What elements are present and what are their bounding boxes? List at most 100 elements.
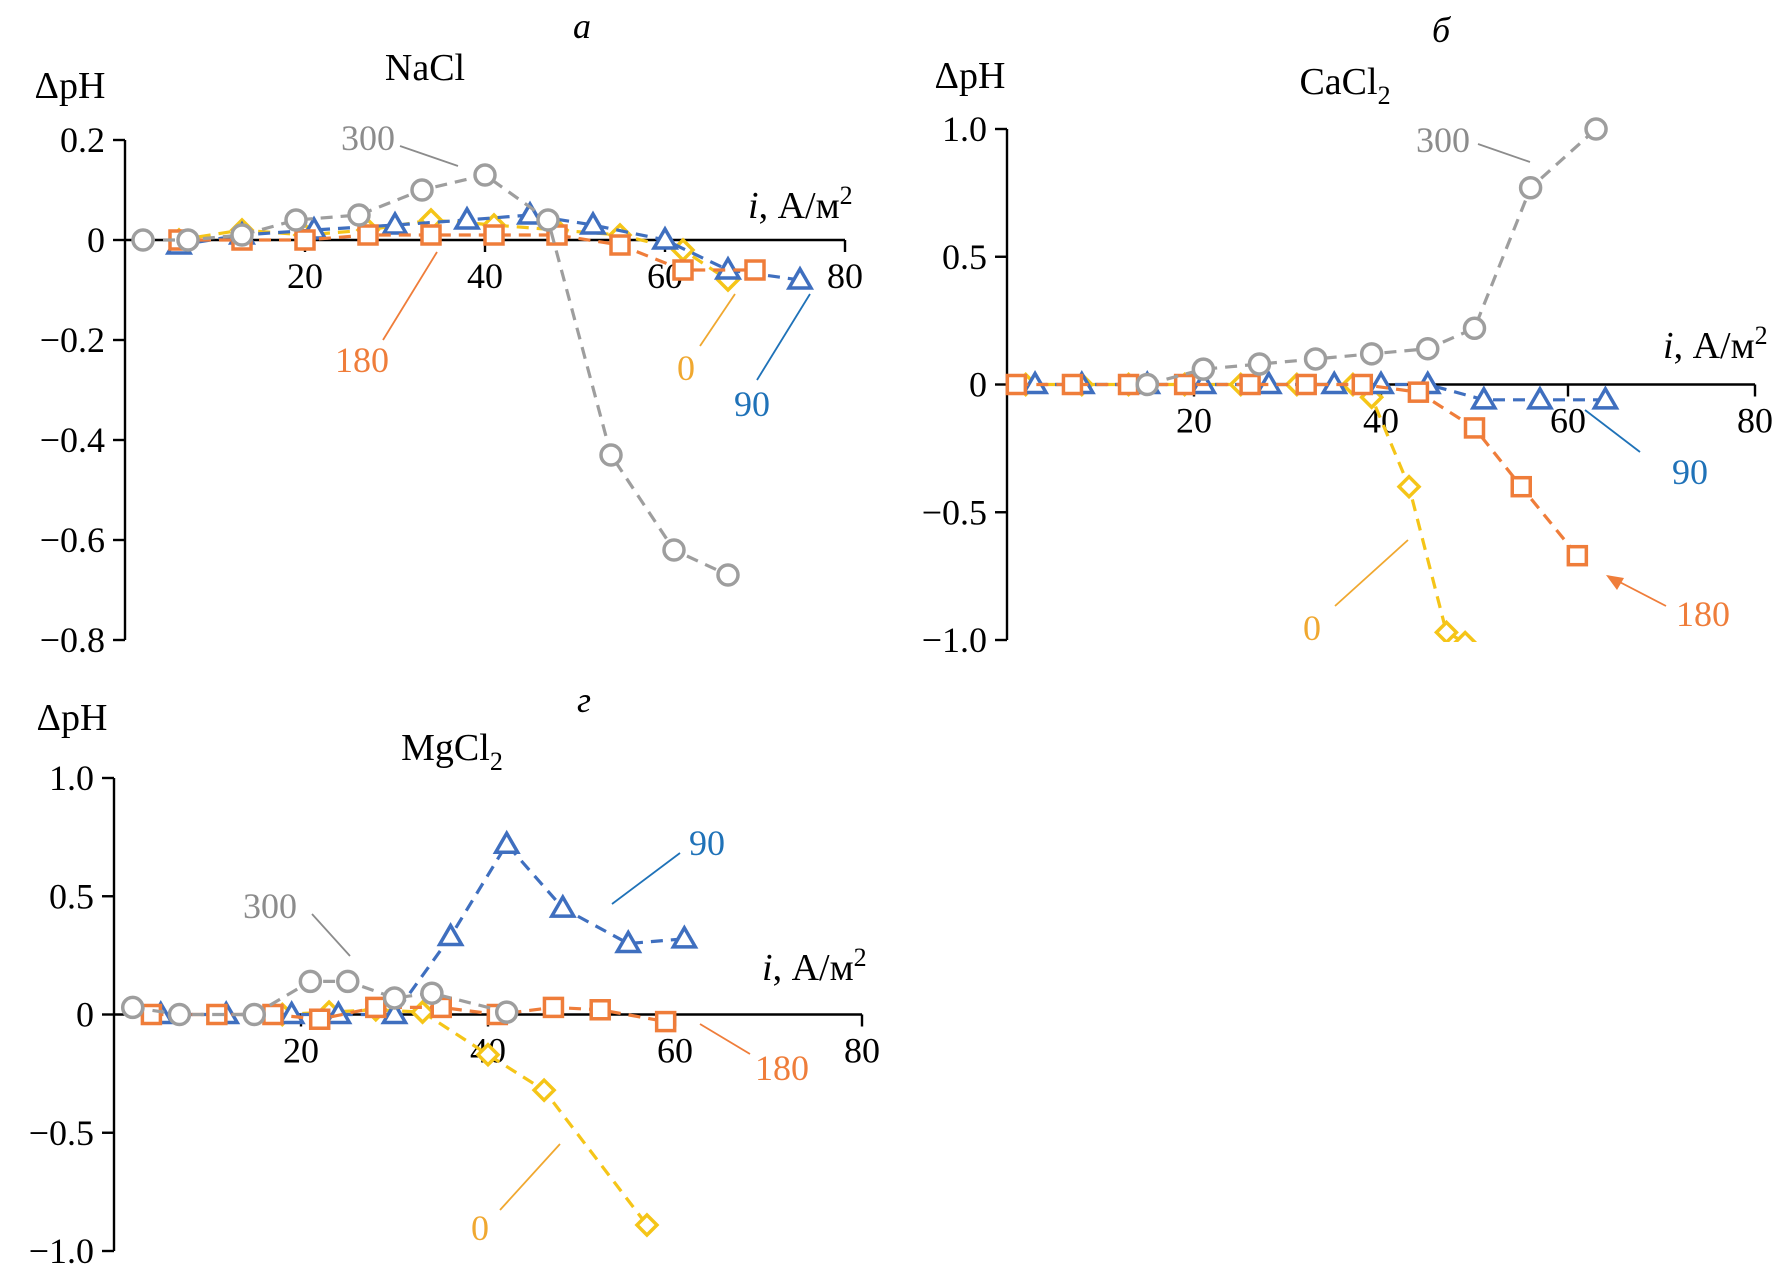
- x-axis-label: i, А/м2: [762, 943, 867, 989]
- panel-title: CaCl2: [1299, 61, 1390, 110]
- data-point-300: [1191, 357, 1216, 381]
- data-point-180: [308, 1008, 331, 1030]
- series-300: [131, 163, 740, 587]
- data-point-180: [1173, 373, 1196, 396]
- series-300: [1135, 117, 1608, 397]
- panel-letter: г: [577, 680, 591, 720]
- y-tick-label: −0.6: [40, 520, 105, 560]
- data-point-180: [483, 224, 505, 246]
- series-layer: [1005, 117, 1620, 642]
- series-180: [1005, 373, 1589, 567]
- data-point-300: [298, 969, 323, 994]
- data-point-300: [494, 1000, 519, 1024]
- y-tick-label: −1.0: [922, 620, 987, 660]
- y-tick-label: 1.0: [49, 758, 94, 798]
- data-point-90: [515, 200, 545, 225]
- x-tick-label: 20: [283, 1031, 319, 1071]
- data-point-300: [347, 203, 371, 227]
- annotation-label: 90: [689, 823, 725, 863]
- panel-b-cacl2: б CaCl2 ΔpH i, А/м2 1.0 0.5 0 −0.5 −1.0 20 40 6…: [922, 10, 1773, 660]
- data-point-90: [614, 929, 643, 954]
- annotation-label: 90: [1672, 452, 1708, 492]
- data-point-0: [1396, 474, 1422, 500]
- annotation-leader: [1334, 539, 1409, 607]
- annotation-label: 0: [1303, 608, 1321, 648]
- data-point-0: [1433, 619, 1459, 642]
- annotation-label: 300: [243, 886, 297, 926]
- data-point-90: [380, 210, 410, 235]
- data-point-180: [262, 1003, 284, 1026]
- data-point-180: [294, 229, 316, 251]
- x-tick-label: 40: [467, 256, 503, 296]
- x-tick-label: 40: [1363, 401, 1399, 441]
- data-point-90: [436, 921, 465, 947]
- data-point-300: [1359, 342, 1384, 366]
- x-tick-label: 20: [1176, 401, 1212, 441]
- data-point-90: [1591, 385, 1620, 410]
- series-line-0: [1025, 382, 1466, 642]
- data-point-300: [599, 443, 623, 467]
- data-point-180: [357, 224, 379, 246]
- annotation-label: 180: [335, 340, 389, 380]
- series-layer: [120, 829, 699, 1238]
- panel-g-mgcl2: г MgCl2 ΔpH i, А/м2 1.00.50−0.5−1.020406…: [29, 680, 880, 1271]
- annotation-leader: [611, 852, 681, 905]
- x-axis-label: i, А/м2: [748, 181, 853, 227]
- y-tick-label: 0: [969, 365, 987, 405]
- data-point-300: [230, 223, 254, 247]
- data-point-90: [1366, 370, 1396, 395]
- data-point-0: [1453, 630, 1478, 642]
- panel-title: NaCl: [385, 47, 465, 89]
- data-point-180: [1407, 381, 1430, 403]
- y-tick-label: 0.5: [942, 237, 987, 277]
- data-point-180: [420, 224, 442, 246]
- y-tick-label: −0.8: [40, 620, 105, 660]
- annotation-leader: [1477, 143, 1531, 163]
- data-point-300: [131, 228, 155, 252]
- data-point-0: [410, 999, 436, 1025]
- y-axis-label: ΔpH: [35, 65, 106, 107]
- data-point-0: [531, 1077, 557, 1103]
- series-line-90: [160, 841, 685, 1017]
- annotation-leader: [311, 913, 351, 957]
- annotation-layer: 300 90 0 180: [1303, 120, 1730, 648]
- series-line-0: [282, 1008, 649, 1226]
- annotation-leader: [399, 145, 459, 167]
- y-tick-label: 0.2: [60, 120, 105, 160]
- annotation-label: 180: [755, 1048, 809, 1088]
- annotation-leader: [756, 293, 811, 381]
- annotation-label: 300: [341, 118, 395, 158]
- data-point-180: [1295, 373, 1317, 396]
- y-axis-label: ΔpH: [37, 697, 108, 739]
- y-tick-label: −0.5: [922, 492, 987, 532]
- data-point-90: [452, 205, 482, 230]
- data-point-180: [1117, 373, 1140, 396]
- data-point-300: [336, 969, 360, 994]
- y-tick-label: −0.5: [29, 1113, 94, 1153]
- data-point-90: [1469, 385, 1498, 410]
- annotation-label: 0: [677, 348, 695, 388]
- data-point-180: [1005, 373, 1028, 396]
- axes: 0.20−0.2−0.4−0.6−0.820 40 60 80: [40, 120, 863, 660]
- data-point-300: [1135, 372, 1159, 397]
- series-90: [1021, 370, 1620, 410]
- annotation-label: 180: [1676, 594, 1730, 634]
- data-point-300: [167, 1002, 192, 1027]
- data-point-180: [1351, 373, 1374, 396]
- data-point-300: [120, 995, 145, 1020]
- y-tick-label: −0.2: [40, 320, 105, 360]
- data-point-300: [1416, 336, 1440, 361]
- panel-title: MgCl2: [401, 727, 503, 776]
- y-tick-label: 1.0: [942, 109, 987, 149]
- data-point-90: [1525, 385, 1554, 410]
- data-point-180: [744, 259, 766, 281]
- data-point-300: [662, 538, 686, 562]
- data-point-0: [634, 1212, 660, 1238]
- y-tick-label: 0: [87, 220, 105, 260]
- data-point-180: [1510, 475, 1532, 498]
- annotation-leader: [499, 1143, 561, 1211]
- series-line-180: [1016, 382, 1579, 557]
- y-tick-label: 0: [76, 995, 94, 1035]
- annotation-leader: [699, 1023, 751, 1055]
